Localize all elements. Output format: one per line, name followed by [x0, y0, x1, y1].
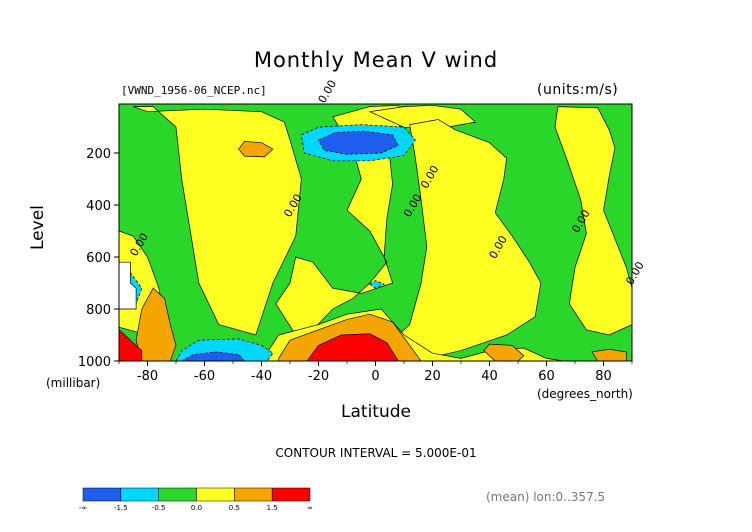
- units-label: (units:m/s): [537, 82, 619, 98]
- region-orange-2: [135, 287, 177, 362]
- chart-title: Monthly Mean V wind: [253, 48, 499, 72]
- region-blue-1: [180, 351, 246, 362]
- region-cyan-3: [369, 279, 385, 289]
- region-yellow-2: [368, 104, 477, 131]
- colorbar-tick-label-6: ∞: [307, 504, 313, 512]
- colorbar-tick-label-2: -0.5: [152, 504, 166, 512]
- x-tick-label: 40: [481, 369, 498, 384]
- region-blue-0: [318, 130, 399, 155]
- x-axis-label: Latitude: [341, 402, 411, 422]
- x-tick-label: -40: [251, 369, 272, 384]
- averaging-region-label: (mean) lon:0..357.5: [486, 490, 606, 504]
- region-yellow-3: [391, 119, 542, 357]
- region-orange-4: [591, 348, 627, 362]
- x-tick-label: -60: [194, 369, 215, 384]
- colorbar-tick-label-0: -∞: [79, 504, 87, 512]
- x-tick-label: -80: [137, 369, 158, 384]
- y-tick-label: 200: [86, 147, 111, 162]
- colorbar-tick-label-4: 0.5: [229, 504, 240, 512]
- region-yellow-0: [133, 106, 302, 336]
- y-tick-label: 1000: [78, 355, 111, 370]
- x-tick-label: 20: [424, 369, 441, 384]
- colorbar-tick-label-1: -1.5: [114, 504, 128, 512]
- colorbar-tick-label-3: 0.0: [191, 504, 202, 512]
- dataset-label: [VWND_1956-06_NCEP.nc]: [121, 84, 267, 97]
- colorbar-swatch-0: [82, 487, 122, 502]
- y-tick-label: 400: [86, 199, 111, 214]
- colorbar-swatch-4: [234, 487, 273, 502]
- contour-interval-label: CONTOUR INTERVAL = 5.000E-01: [275, 446, 477, 460]
- y-tick-label: 600: [86, 251, 111, 266]
- x-tick-label: 80: [595, 369, 612, 384]
- region-orange-0: [238, 141, 274, 158]
- contour-label-0: 0.00: [316, 78, 340, 106]
- y-tick-label: 800: [86, 303, 111, 318]
- y-axis-units: (millibar): [46, 376, 101, 390]
- region-yellow-1: [275, 104, 405, 336]
- colorbar-tick-label-5: 1.5: [267, 504, 278, 512]
- x-tick-label: -20: [308, 369, 329, 384]
- x-axis-units: (degrees_north): [537, 387, 633, 401]
- colorbar-swatch-1: [120, 487, 159, 502]
- colorbar-swatch-2: [158, 487, 197, 502]
- x-tick-label: 60: [538, 369, 555, 384]
- colorbar-swatch-5: [271, 487, 311, 502]
- colorbar-swatch-3: [196, 487, 235, 502]
- x-tick-label: 0: [371, 369, 379, 384]
